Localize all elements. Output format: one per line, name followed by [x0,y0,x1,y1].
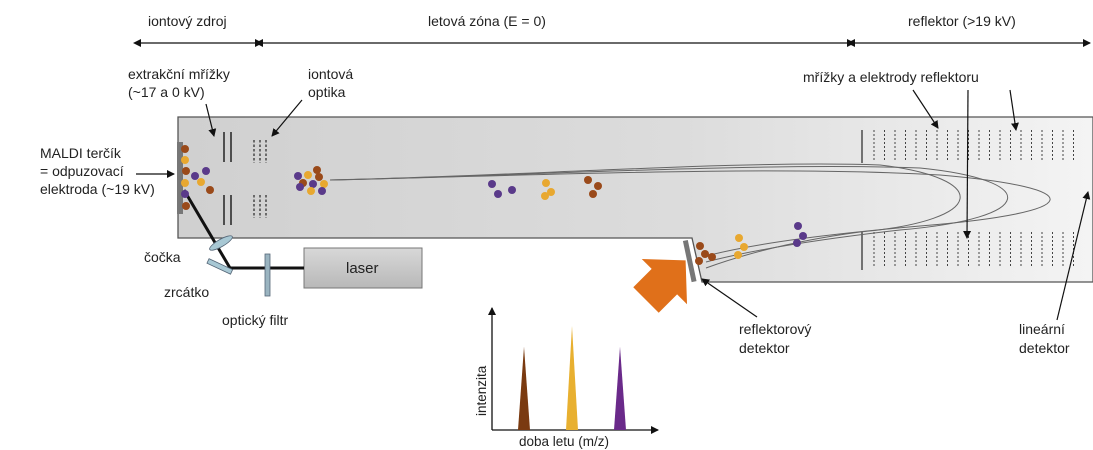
ion-dot [181,145,189,153]
ion-dot [584,176,592,184]
mirror-label: zrcátko [164,284,209,300]
ion-dot [191,172,199,180]
laser-box [303,247,423,289]
ion-dot [794,222,802,230]
ion-dot [181,156,189,164]
ion-dot [318,187,326,195]
pointer-arrows [136,89,1091,321]
ion-dot [202,167,210,175]
maldi-target-label: MALDI terčík = odpuzovací elektroda (~19… [40,145,155,197]
ion-dot [294,172,302,180]
ion-optics [253,140,267,218]
ion-dot [589,190,597,198]
ion-dot [320,180,328,188]
ion-dot [696,242,704,250]
ion-dot [488,180,496,188]
ion-dot [793,239,801,247]
ion-dot [735,234,743,242]
ion-dot [695,257,703,265]
ion-dot [799,232,807,240]
ion-dot [181,190,189,198]
ion-clusters [181,145,807,265]
ion-dot [182,167,190,175]
spectrum-peaks [518,326,626,430]
ion-dot [197,178,205,186]
mass-spectrum-inset: intenzita doba letu (m/z) [474,307,659,449]
zone-ion-source-label: iontový zdroj [148,13,227,29]
ion-dot [304,171,312,179]
maldi-target-plate [177,142,183,214]
ion-dot [315,173,323,181]
ion-dot [734,251,742,259]
ion-optics-label: iontová optika [308,66,357,100]
ion-dot [206,186,214,194]
ion-dot [594,182,602,190]
spectrum-peak-1 [518,346,530,430]
linear-detector-label: lineární detektor [1019,321,1070,356]
optical-filter [264,253,271,297]
ion-dot [547,188,555,196]
lens-label: čočka [144,249,181,265]
ion-dot [541,192,549,200]
laser-label: laser [346,260,379,277]
spectrum-peak-2 [566,326,578,430]
ion-dot [740,243,748,251]
ion-dot [494,190,502,198]
ion-dot [307,187,315,195]
lens-icon [209,235,233,251]
reflector-detector-plate [682,240,697,283]
ion-dot [182,202,190,210]
optical-filter-label: optický filtr [222,312,288,328]
reflector-grids-label: mřížky a elektrody reflektoru [803,69,979,85]
reflector-detector-label: reflektorový detektor [739,321,815,356]
mirror-icon [206,258,234,275]
ion-dot [701,250,709,258]
zone-flight-label: letová zóna (E = 0) [428,13,546,29]
extraction-grids-label: extrakční mřížky (~17 a 0 kV) [128,66,234,100]
ion-dot [313,166,321,174]
spectrum-x-label: doba letu (m/z) [519,434,609,449]
ion-dot [296,183,304,191]
spectrum-y-label: intenzita [474,365,489,416]
extraction-grids [223,132,232,225]
spectrum-peak-3 [614,346,626,430]
ion-dot [708,253,716,261]
ion-dot [181,179,189,187]
zone-reflector-label: reflektor (>19 kV) [908,13,1016,29]
ion-dot [508,186,516,194]
ion-flight-paths [329,163,1051,269]
ion-dot [542,179,550,187]
output-spectrum-arrow-icon [633,258,688,313]
ion-dot [309,180,317,188]
